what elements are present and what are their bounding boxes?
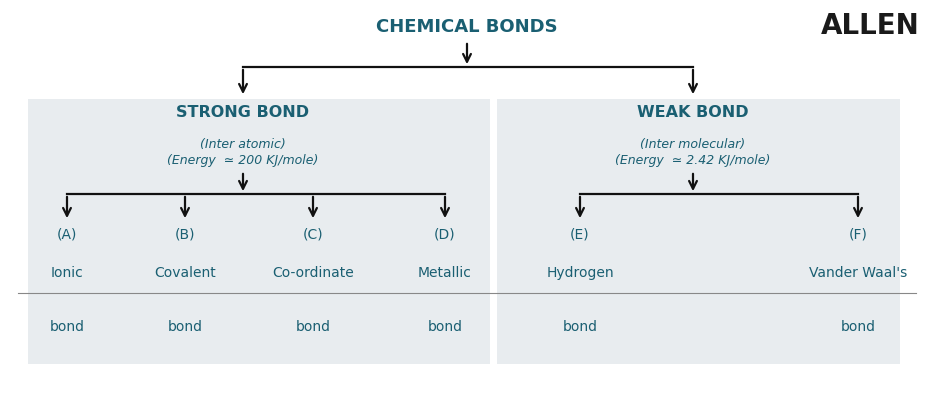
Text: Co-ordinate: Co-ordinate (272, 265, 354, 279)
Bar (28, 100, 490, 364)
Text: bond: bond (50, 319, 84, 333)
Text: bond: bond (841, 319, 875, 333)
Text: Hydrogen: Hydrogen (546, 265, 614, 279)
Text: (A): (A) (57, 227, 78, 241)
Text: (Energy  ≃ 200 KJ/mole): (Energy ≃ 200 KJ/mole) (167, 154, 318, 166)
Text: CHEMICAL BONDS: CHEMICAL BONDS (376, 18, 558, 36)
Text: (Inter molecular): (Inter molecular) (641, 138, 745, 151)
Text: ALLEN: ALLEN (821, 12, 920, 40)
Text: Vander Waal's: Vander Waal's (809, 265, 907, 279)
Text: Covalent: Covalent (154, 265, 216, 279)
Text: STRONG BOND: STRONG BOND (177, 105, 309, 120)
Text: (D): (D) (434, 227, 456, 241)
Text: bond: bond (562, 319, 598, 333)
Text: WEAK BOND: WEAK BOND (637, 105, 749, 120)
Text: Metallic: Metallic (418, 265, 472, 279)
Text: Ionic: Ionic (50, 265, 83, 279)
Text: (F): (F) (849, 227, 868, 241)
Text: bond: bond (167, 319, 203, 333)
Text: (B): (B) (175, 227, 195, 241)
Text: bond: bond (295, 319, 331, 333)
Bar (497, 100, 900, 364)
Text: (Inter atomic): (Inter atomic) (200, 138, 286, 151)
Text: (E): (E) (570, 227, 589, 241)
Text: (C): (C) (303, 227, 323, 241)
Text: (Energy  ≃ 2.42 KJ/mole): (Energy ≃ 2.42 KJ/mole) (616, 154, 771, 166)
Text: bond: bond (428, 319, 462, 333)
